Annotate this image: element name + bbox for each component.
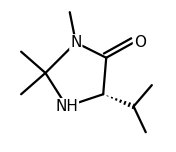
Text: N: N xyxy=(70,35,81,50)
Text: O: O xyxy=(134,35,146,50)
Text: NH: NH xyxy=(55,99,78,114)
